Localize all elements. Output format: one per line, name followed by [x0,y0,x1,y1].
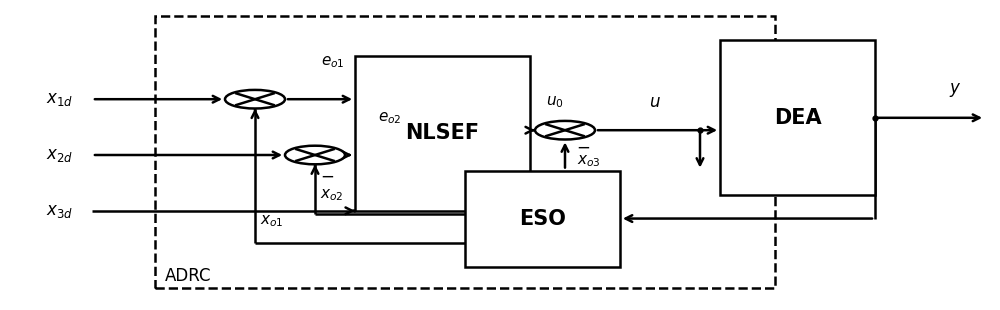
Text: $x_{1d}$: $x_{1d}$ [46,90,74,108]
Circle shape [285,146,345,164]
Text: $x_{o2}$: $x_{o2}$ [320,187,344,203]
Text: $e_{o1}$: $e_{o1}$ [321,54,345,70]
Text: $u_0$: $u_0$ [546,95,564,110]
Text: ADRC: ADRC [165,267,212,285]
Text: ESO: ESO [519,209,566,228]
Text: $y$: $y$ [949,81,961,99]
Text: −: − [576,138,590,156]
Bar [155,16,775,288]
Text: NLSEF: NLSEF [405,123,480,143]
Text: $e_{o2}$: $e_{o2}$ [378,110,402,126]
Circle shape [535,121,595,140]
Bar [465,170,620,267]
Text: $x_{2d}$: $x_{2d}$ [46,146,74,164]
Text: $x_{o3}$: $x_{o3}$ [577,153,601,169]
Text: −: − [320,168,334,186]
Text: $x_{3d}$: $x_{3d}$ [46,202,74,220]
Circle shape [225,90,285,108]
Text: DEA: DEA [774,108,821,128]
Bar [720,40,875,195]
Bar [355,56,530,211]
Text: $u$: $u$ [649,93,661,111]
Text: $x_{o1}$: $x_{o1}$ [260,213,284,229]
